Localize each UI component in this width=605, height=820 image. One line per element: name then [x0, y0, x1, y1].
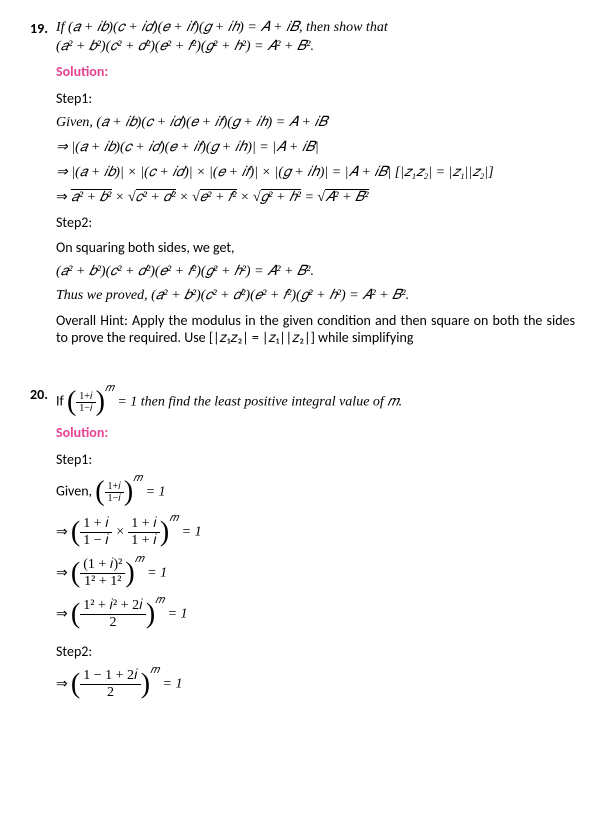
q19-line3: ⇒ 𝑎² + 𝑏² × √𝑐² + 𝑑² × √𝑒² + 𝑓² × √𝑔² + …: [56, 189, 575, 206]
q19-solution-label: Solution:: [56, 63, 575, 80]
q19-prompt-a: If (𝑎 + 𝑖𝑏)(𝑐 + 𝑖𝑑)(𝑒 + 𝑖𝑓)(𝑔 + 𝑖ℎ) = 𝐴 …: [56, 20, 575, 37]
q20-prompt-post: = 1 then find the least positive integra…: [114, 394, 402, 409]
q20-given-pre: Given,: [56, 482, 95, 499]
q20-line-f3: ⇒ ((1 + 𝑖)²1² + 1²)𝑚 = 1: [56, 557, 575, 590]
q19-thus: Thus we proved, (𝑎² + 𝑏²)(𝑐² + 𝑑²)(𝑒² + …: [56, 288, 575, 304]
q19-line1: ⇒ |(𝑎 + 𝑖𝑏)(𝑐 + 𝑖𝑑)(𝑒 + 𝑖𝑓)(𝑔 + 𝑖ℎ)| = |…: [56, 139, 575, 156]
q20-line-f5: ⇒ (1 − 1 + 2𝑖2)𝑚 = 1: [56, 668, 575, 701]
q20-line-f2: ⇒ (1 + 𝑖1 − 𝑖 × 1 + 𝑖1 + 𝑖)𝑚 = 1: [56, 516, 575, 549]
q19-line2: ⇒ |(𝑎 + 𝑖𝑏)| × |(𝑐 + 𝑖𝑑)| × |(𝑒 + 𝑖𝑓)| ×…: [56, 164, 575, 181]
q20-exp-m: 𝑚: [105, 382, 114, 394]
q20-frac-small-num: 1+𝑖: [76, 391, 95, 403]
q20-prompt-pre: If: [56, 392, 67, 409]
q19-step2-label: Step2:: [56, 214, 575, 231]
q20-prompt: If (1+𝑖1−𝑖)𝑚 = 1 then find the least pos…: [56, 386, 575, 418]
q20-line-f4: ⇒ (1² + 𝑖² + 2𝑖2)𝑚 = 1: [56, 598, 575, 631]
q20-solution-label: Solution:: [56, 424, 575, 441]
q20-eq1: = 1: [142, 484, 165, 499]
q20-number: 20.: [30, 386, 56, 418]
q19-hint: Overall Hint: Apply the modulus in the g…: [56, 312, 575, 346]
q19-prompt-b: (𝑎² + 𝑏²)(𝑐² + 𝑑²)(𝑒² + 𝑓²)(𝑔² + ℎ²) = 𝐴…: [56, 39, 575, 55]
q19-given: Given, (𝑎 + 𝑖𝑏)(𝑐 + 𝑖𝑑)(𝑒 + 𝑖𝑓)(𝑔 + 𝑖ℎ) …: [56, 115, 575, 131]
q19-step1-label: Step1:: [56, 90, 575, 107]
q19-squaring: On squaring both sides, we get,: [56, 239, 575, 256]
q20-frac-small-den: 1−𝑖: [76, 403, 95, 414]
q20-step1-label: Step1:: [56, 451, 575, 468]
q19-number: 19.: [30, 20, 56, 37]
q20-step2-label: Step2:: [56, 643, 575, 660]
q20-given: Given, (1+𝑖1−𝑖)𝑚 = 1: [56, 476, 575, 508]
q19-result: (𝑎² + 𝑏²)(𝑐² + 𝑑²)(𝑒² + 𝑓²)(𝑔² + ℎ²) = 𝐴…: [56, 264, 575, 280]
